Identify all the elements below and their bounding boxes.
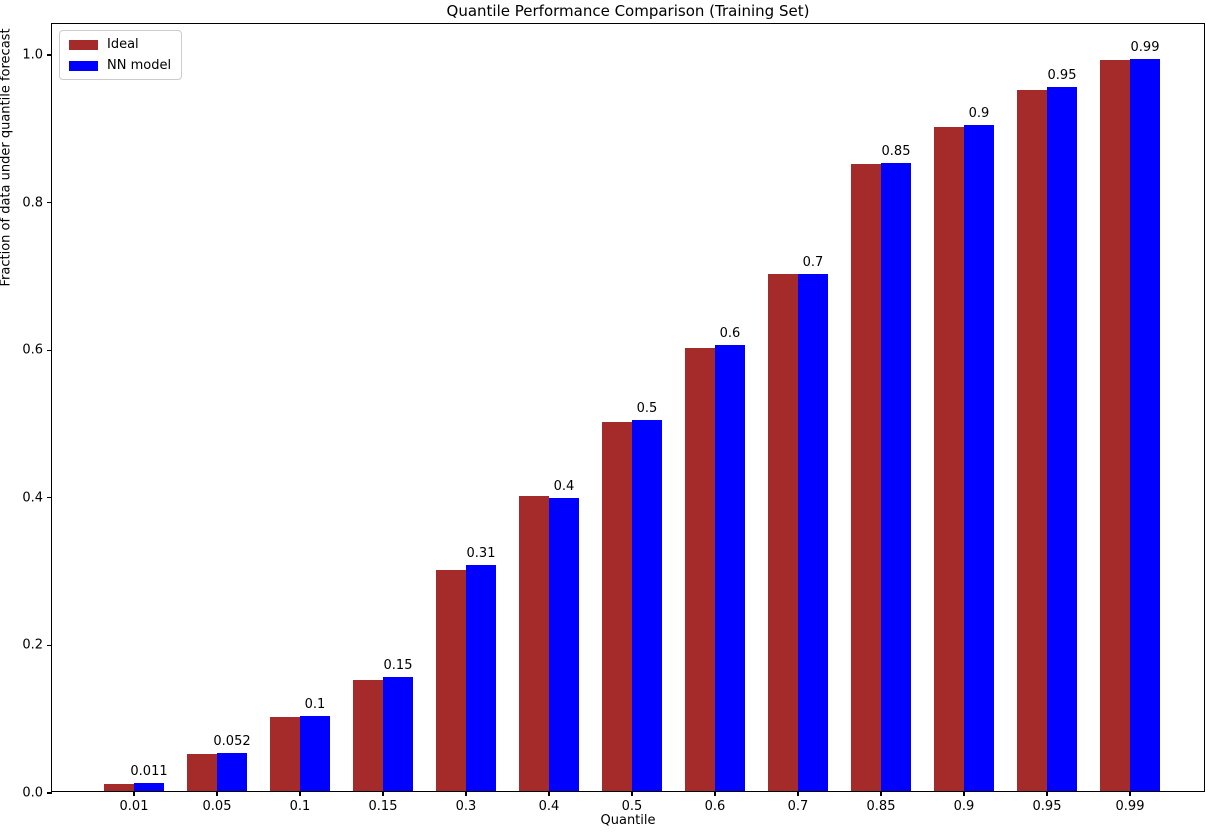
y-tick-label: 0.6 [22,342,43,358]
bar-nn-model [964,124,994,791]
x-tick-mark [631,791,633,796]
y-tick-mark [47,349,52,351]
bar-value-label: 0.99 [1130,39,1160,55]
legend-swatch-nn-model [69,60,98,71]
plot-area: Ideal NN model 0.0 0.2 0.4 0.6 0.8 1.0 0.01 0.0… [22,23,1205,814]
legend-item-ideal: Ideal [69,37,171,52]
x-tick-mark [963,791,965,796]
x-tick-label: 0.1 [289,799,311,814]
bar-ideal [685,348,715,791]
bar-value-label: 0.1 [304,696,326,712]
bar-ideal [934,126,964,791]
x-tick-label: 0.95 [1032,799,1062,814]
legend-label-nn-model: NN model [107,58,172,73]
bar-value-label: 0.7 [802,255,824,271]
bar-nn-model [881,162,911,791]
bar-nn-model [217,752,247,791]
y-tick-label: 0.8 [22,195,43,211]
bar-value-label: 0.95 [1047,67,1077,83]
bar-ideal [602,422,632,791]
x-tick-mark [1046,791,1048,796]
bar-ideal [353,680,383,791]
x-tick-label: 0.5 [621,799,643,814]
legend-swatch-ideal [69,39,98,50]
x-tick-mark [465,791,467,796]
bar-ideal [436,569,466,791]
x-tick-label: 0.6 [704,799,726,814]
bar-value-label: 0.85 [881,143,911,159]
y-tick-label: 0.4 [22,490,43,506]
x-tick-label: 0.99 [1115,799,1145,814]
bar-nn-model [715,345,745,791]
bar-value-label: 0.052 [213,733,251,749]
bar-nn-model [466,565,496,791]
bar-nn-model [632,419,662,791]
y-tick-mark [47,792,52,794]
bar-value-label: 0.011 [130,763,168,779]
x-tick-label: 0.15 [368,799,398,814]
bar-value-label: 0.6 [719,326,741,342]
y-tick-label: 0.2 [22,637,43,653]
x-tick-mark [382,791,384,796]
y-axis-title: Fraction of data under quantile forecast [0,28,14,287]
legend: Ideal NN model [59,30,183,80]
y-tick-mark [47,202,52,204]
x-tick-mark [216,791,218,796]
bar-nn-model [1130,58,1160,791]
x-tick-mark [714,791,716,796]
x-tick-label: 0.3 [455,799,477,814]
bar-nn-model [134,782,164,791]
bar-ideal [519,495,549,791]
x-tick-mark [880,791,882,796]
bar-value-label: 0.4 [553,479,575,495]
bar-nn-model [1047,86,1077,791]
y-tick-mark [47,644,52,646]
x-tick-mark [548,791,550,796]
bar-ideal [1100,60,1130,791]
x-tick-mark [797,791,799,796]
bar-ideal [270,717,300,791]
y-tick-label: 0.0 [22,785,43,801]
x-tick-mark [299,791,301,796]
x-tick-label: 0.4 [538,799,560,814]
y-tick-mark [47,497,52,499]
bar-value-label: 0.9 [968,105,990,121]
x-tick-label: 0.01 [119,799,149,814]
x-tick-mark [133,791,135,796]
bar-ideal [851,163,881,791]
bar-nn-model [383,677,413,791]
bar-nn-model [300,715,330,791]
y-tick-label: 1.0 [22,47,43,63]
legend-item-nn-model: NN model [69,58,171,73]
x-axis-title: Quantile [600,813,656,828]
y-tick-mark [47,54,52,56]
bar-value-label: 0.15 [383,658,413,674]
x-tick-label: 0.85 [866,799,896,814]
bar-value-label: 0.5 [636,400,658,416]
x-tick-label: 0.9 [953,799,975,814]
bar-ideal [768,274,798,791]
legend-label-ideal: Ideal [107,37,139,52]
x-tick-label: 0.7 [787,799,809,814]
chart-title: Quantile Performance Comparison (Trainin… [446,2,810,20]
bar-ideal [187,754,217,791]
bar-ideal [104,783,134,791]
bar-nn-model [549,498,579,791]
bar-ideal [1017,89,1047,791]
x-tick-label: 0.05 [202,799,232,814]
x-tick-mark [1129,791,1131,796]
bar-value-label: 0.31 [466,546,496,562]
bar-nn-model [798,274,828,791]
